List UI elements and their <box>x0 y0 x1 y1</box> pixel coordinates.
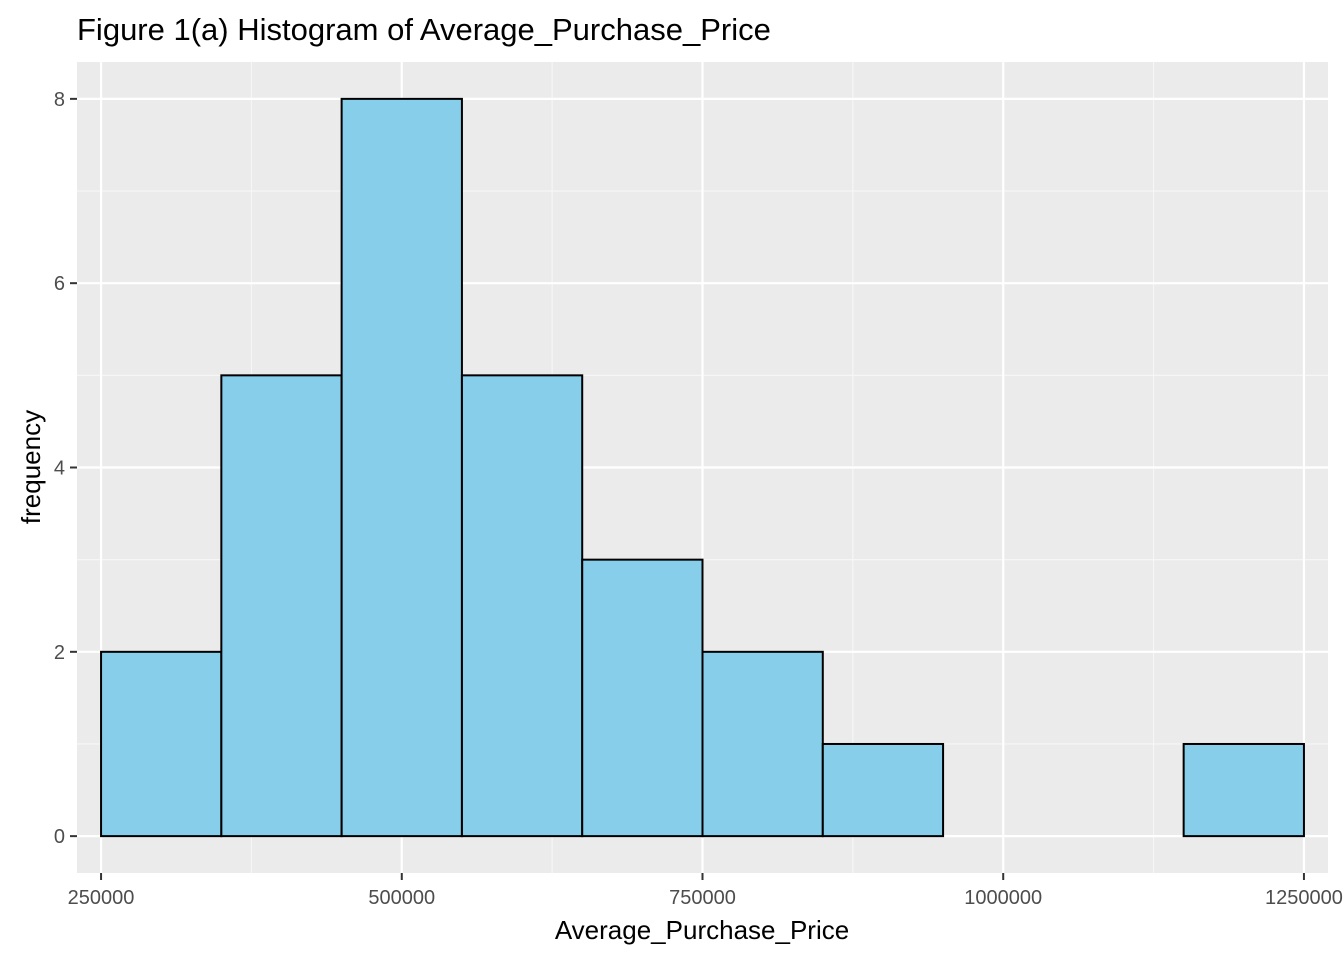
x-tick-label-1: 500000 <box>368 887 435 909</box>
x-axis: 250000 500000 750000 1000000 1250000 <box>68 873 1343 909</box>
y-tick-label-3: 6 <box>54 273 65 295</box>
histogram-bar-3 <box>460 374 584 838</box>
x-tick-label-0: 250000 <box>68 887 135 909</box>
y-tick-label-0: 0 <box>54 826 65 848</box>
x-tick-label-4: 1250000 <box>1265 887 1343 909</box>
x-tick-label-2: 750000 <box>669 887 736 909</box>
y-tick-label-1: 2 <box>54 642 65 664</box>
histogram-bar-6 <box>821 742 945 838</box>
y-axis-title: frequency <box>16 410 46 524</box>
histogram-bar-0 <box>100 650 223 838</box>
chart-title: Figure 1(a) Histogram of Average_Purchas… <box>77 12 771 47</box>
y-axis: 0 2 4 6 8 <box>54 89 77 848</box>
x-axis-title: Average_Purchase_Price <box>555 915 849 945</box>
histogram-bar-1 <box>220 374 343 838</box>
histogram-bar-5 <box>701 650 824 838</box>
y-tick-label-2: 4 <box>54 458 65 480</box>
y-tick-label-4: 8 <box>54 89 65 111</box>
histogram-bar-4 <box>581 558 704 838</box>
histogram-bars <box>100 97 1305 838</box>
histogram-bar-9 <box>1182 742 1305 838</box>
x-tick-label-3: 1000000 <box>964 887 1042 909</box>
histogram-bar-2 <box>340 97 463 838</box>
